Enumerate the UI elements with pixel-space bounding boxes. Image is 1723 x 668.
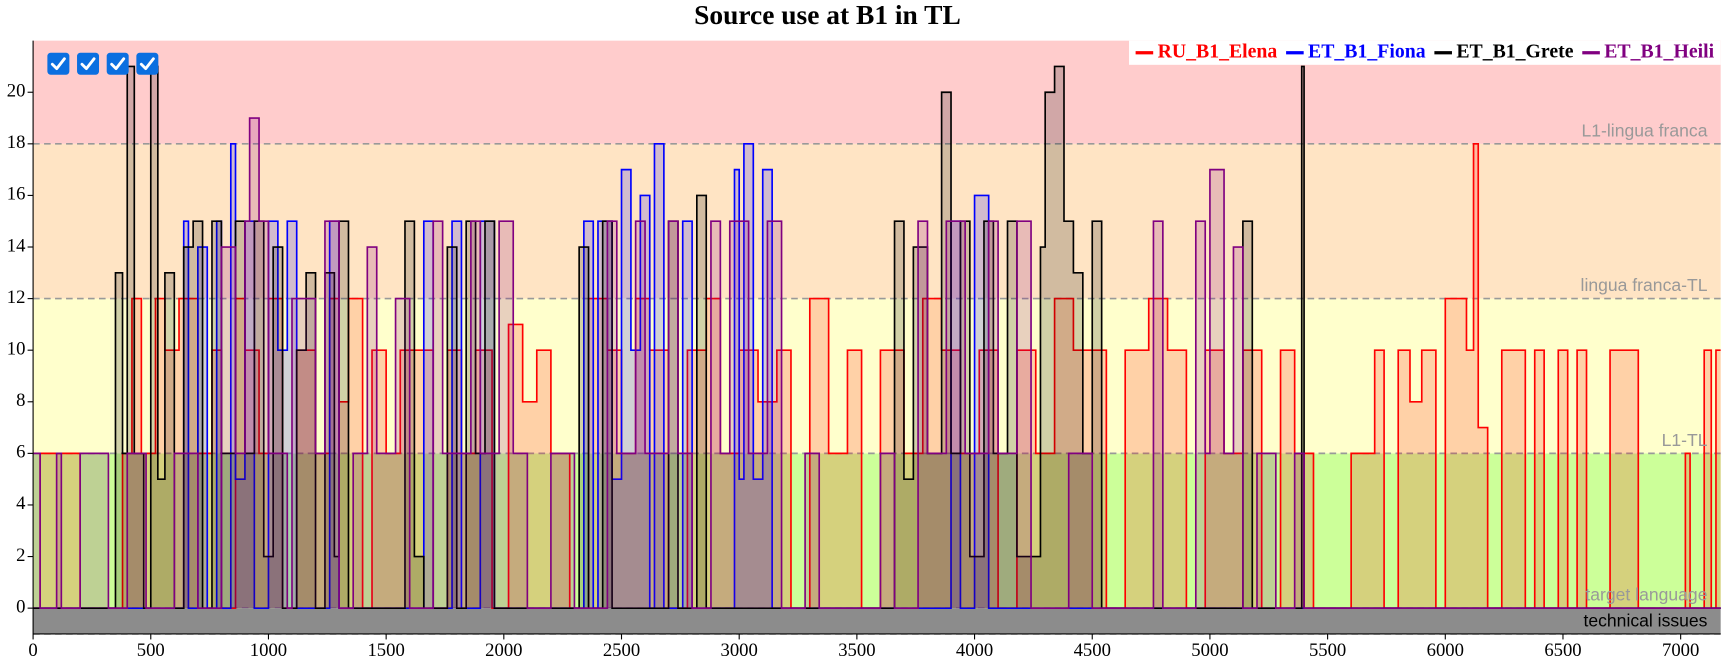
band-label: target language (1585, 585, 1707, 605)
x-tick-label: 4500 (1074, 640, 1111, 661)
checkmark (50, 57, 66, 71)
x-tick-label: 3000 (721, 640, 758, 661)
checkmark (80, 57, 96, 71)
x-tick-label: 4000 (956, 640, 993, 661)
y-tick-label: 6 (16, 442, 25, 463)
x-tick-label: 6000 (1427, 640, 1464, 661)
series-area (33, 143, 1721, 609)
y-tick-label: 20 (7, 81, 26, 102)
y-tick-label: 16 (7, 184, 26, 205)
x-tick-label: 7000 (1662, 640, 1699, 661)
x-tick-label: 6500 (1544, 640, 1581, 661)
series-line (33, 117, 1721, 609)
legend-label: ET_B1_Fiona (1308, 40, 1426, 62)
series-toggle[interactable] (77, 52, 100, 75)
legend-box (1129, 40, 1721, 65)
checkmark (110, 57, 126, 71)
series-toggle[interactable] (136, 52, 159, 75)
x-tick-label: 5000 (1191, 640, 1228, 661)
band (33, 608, 1721, 634)
band (33, 143, 1721, 299)
band-label: technical issues (1584, 610, 1708, 630)
x-tick-label: 500 (137, 640, 165, 661)
chart-title: Source use at B1 in TL (694, 0, 961, 30)
series-area (33, 143, 1721, 609)
y-tick-label: 8 (16, 390, 25, 411)
band-label: L1-TL (1662, 430, 1708, 450)
x-tick-label: 5500 (1309, 640, 1346, 661)
checkmark (139, 57, 155, 71)
x-tick-label: 1500 (367, 640, 404, 661)
checkbox (47, 52, 70, 75)
band-label: L1-lingua franca (1582, 120, 1708, 140)
series-toggle[interactable] (106, 52, 129, 75)
legend-label: RU_B1_Elena (1158, 40, 1278, 62)
checkbox (77, 52, 100, 75)
legend-label: ET_B1_Heili (1604, 40, 1714, 62)
y-tick-label: 4 (16, 493, 26, 514)
band (33, 453, 1721, 609)
y-tick-label: 0 (16, 596, 25, 617)
series-area (33, 118, 1721, 609)
y-tick-label: 18 (7, 132, 26, 153)
y-tick-label: 12 (7, 287, 26, 308)
x-tick-label: 1000 (250, 640, 287, 661)
y-tick-label: 14 (7, 235, 26, 256)
x-tick-label: 3500 (838, 640, 875, 661)
x-tick-label: 0 (28, 640, 37, 661)
legend: RU_B1_Elena ET_B1_Fiona ET_B1_Grete ET_B1_H… (1129, 40, 1721, 65)
y-tick-label: 10 (7, 338, 26, 359)
x-tick-label: 2000 (485, 640, 522, 661)
y-tick-label: 2 (16, 545, 25, 566)
x-tick-label: 2500 (603, 640, 640, 661)
band (33, 298, 1721, 454)
checkbox (106, 52, 129, 75)
series-area (33, 66, 1721, 609)
band-label: lingua franca-TL (1581, 275, 1708, 295)
series-toggle[interactable] (47, 52, 70, 75)
legend-label: ET_B1_Grete (1456, 40, 1573, 62)
checkbox (136, 52, 159, 75)
